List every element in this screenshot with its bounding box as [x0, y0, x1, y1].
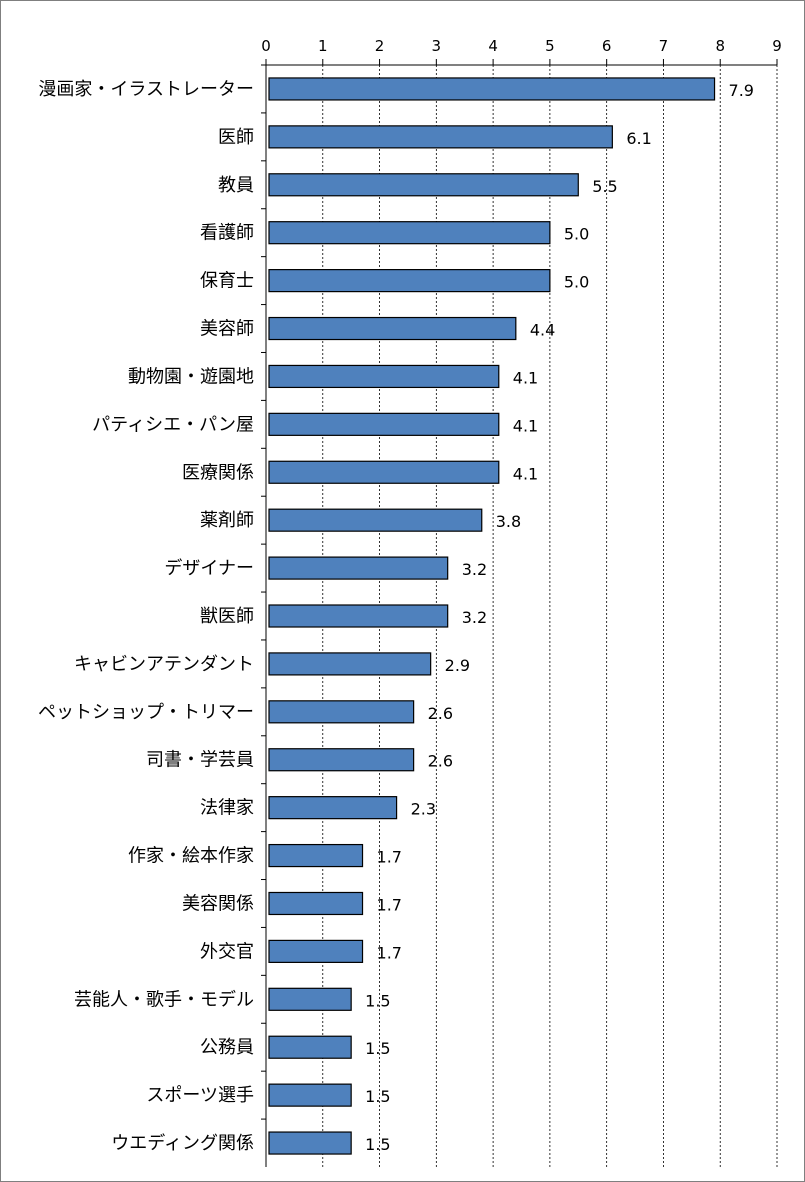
category-label: 医師	[218, 127, 254, 148]
category-label: スポーツ選手	[146, 1085, 254, 1106]
data-label: 1.5	[365, 1087, 390, 1106]
data-label: 1.5	[365, 1135, 390, 1154]
category-label: キャビンアテンダント	[74, 654, 254, 675]
bar	[268, 1131, 352, 1155]
data-label: 2.6	[428, 752, 453, 771]
category-label: 保育士	[200, 271, 254, 292]
bar	[268, 125, 613, 149]
bar	[268, 508, 483, 532]
bar	[268, 460, 500, 484]
data-label: 5.5	[592, 177, 617, 196]
bar	[268, 412, 500, 436]
bar	[268, 652, 432, 676]
x-tick-label: 3	[432, 37, 442, 55]
x-tick-label: 9	[772, 37, 782, 55]
data-label: 1.7	[377, 895, 402, 914]
category-label: 美容師	[200, 319, 254, 340]
data-label: 4.1	[513, 416, 538, 435]
data-label: 5.0	[564, 225, 589, 244]
data-label: 2.9	[445, 656, 470, 675]
category-label: 看護師	[200, 223, 254, 244]
category-label: 芸能人・歌手・モデル	[74, 989, 254, 1010]
category-label: 作家・絵本作家	[128, 846, 254, 867]
data-label: 7.9	[729, 81, 754, 100]
x-tick-label: 1	[318, 37, 328, 55]
data-label: 1.7	[377, 943, 402, 962]
x-tick-label: 2	[375, 37, 385, 55]
data-label: 6.1	[626, 129, 651, 148]
data-label: 1.7	[377, 848, 402, 867]
bar	[268, 269, 551, 293]
x-tick-label: 5	[545, 37, 555, 55]
category-label: 獣医師	[200, 606, 254, 627]
data-label: 2.3	[411, 800, 436, 819]
bar	[268, 221, 551, 245]
data-label: 4.1	[513, 368, 538, 387]
data-label: 2.6	[428, 704, 453, 723]
data-label: 1.5	[365, 1039, 390, 1058]
category-label: 美容関係	[182, 893, 254, 914]
x-tick-label: 6	[602, 37, 612, 55]
bar	[268, 364, 500, 389]
bar	[268, 173, 579, 197]
data-label: 3.2	[462, 608, 487, 627]
bar	[268, 1035, 352, 1059]
bar	[268, 604, 449, 628]
x-tick-label: 0	[261, 37, 271, 55]
bar	[268, 891, 364, 916]
category-label: 漫画家・イラストレーター	[38, 79, 254, 100]
category-label: ペットショップ・トリマー	[38, 702, 254, 723]
data-label: 4.4	[530, 321, 555, 340]
bar	[268, 987, 352, 1011]
bar	[268, 939, 364, 963]
bar	[268, 796, 398, 820]
bar	[268, 77, 716, 101]
category-label: 医療関係	[182, 462, 254, 483]
category-label: 公務員	[200, 1037, 254, 1058]
category-label: 外交官	[200, 941, 254, 962]
bar	[268, 1083, 352, 1107]
x-tick-label: 8	[715, 37, 725, 55]
category-label: 教員	[218, 175, 254, 196]
bar	[268, 748, 415, 772]
bar	[268, 556, 449, 580]
bar	[268, 700, 415, 724]
x-tick-label: 4	[488, 37, 498, 55]
data-label: 1.5	[365, 991, 390, 1010]
data-label: 3.8	[496, 512, 521, 531]
data-label: 4.1	[513, 464, 538, 483]
data-label: 5.0	[564, 273, 589, 292]
category-label: 司書・学芸員	[146, 750, 254, 771]
bar	[268, 843, 364, 868]
bar	[268, 316, 517, 341]
data-label: 3.2	[462, 560, 487, 579]
category-label: 動物園・遊園地	[128, 366, 254, 387]
category-label: デザイナー	[164, 558, 254, 579]
category-label: ウエディング関係	[111, 1133, 254, 1154]
x-tick-label: 7	[659, 37, 669, 55]
category-label: 薬剤師	[200, 510, 254, 531]
category-label: 法律家	[200, 798, 254, 819]
category-label: パティシエ・パン屋	[92, 414, 254, 435]
